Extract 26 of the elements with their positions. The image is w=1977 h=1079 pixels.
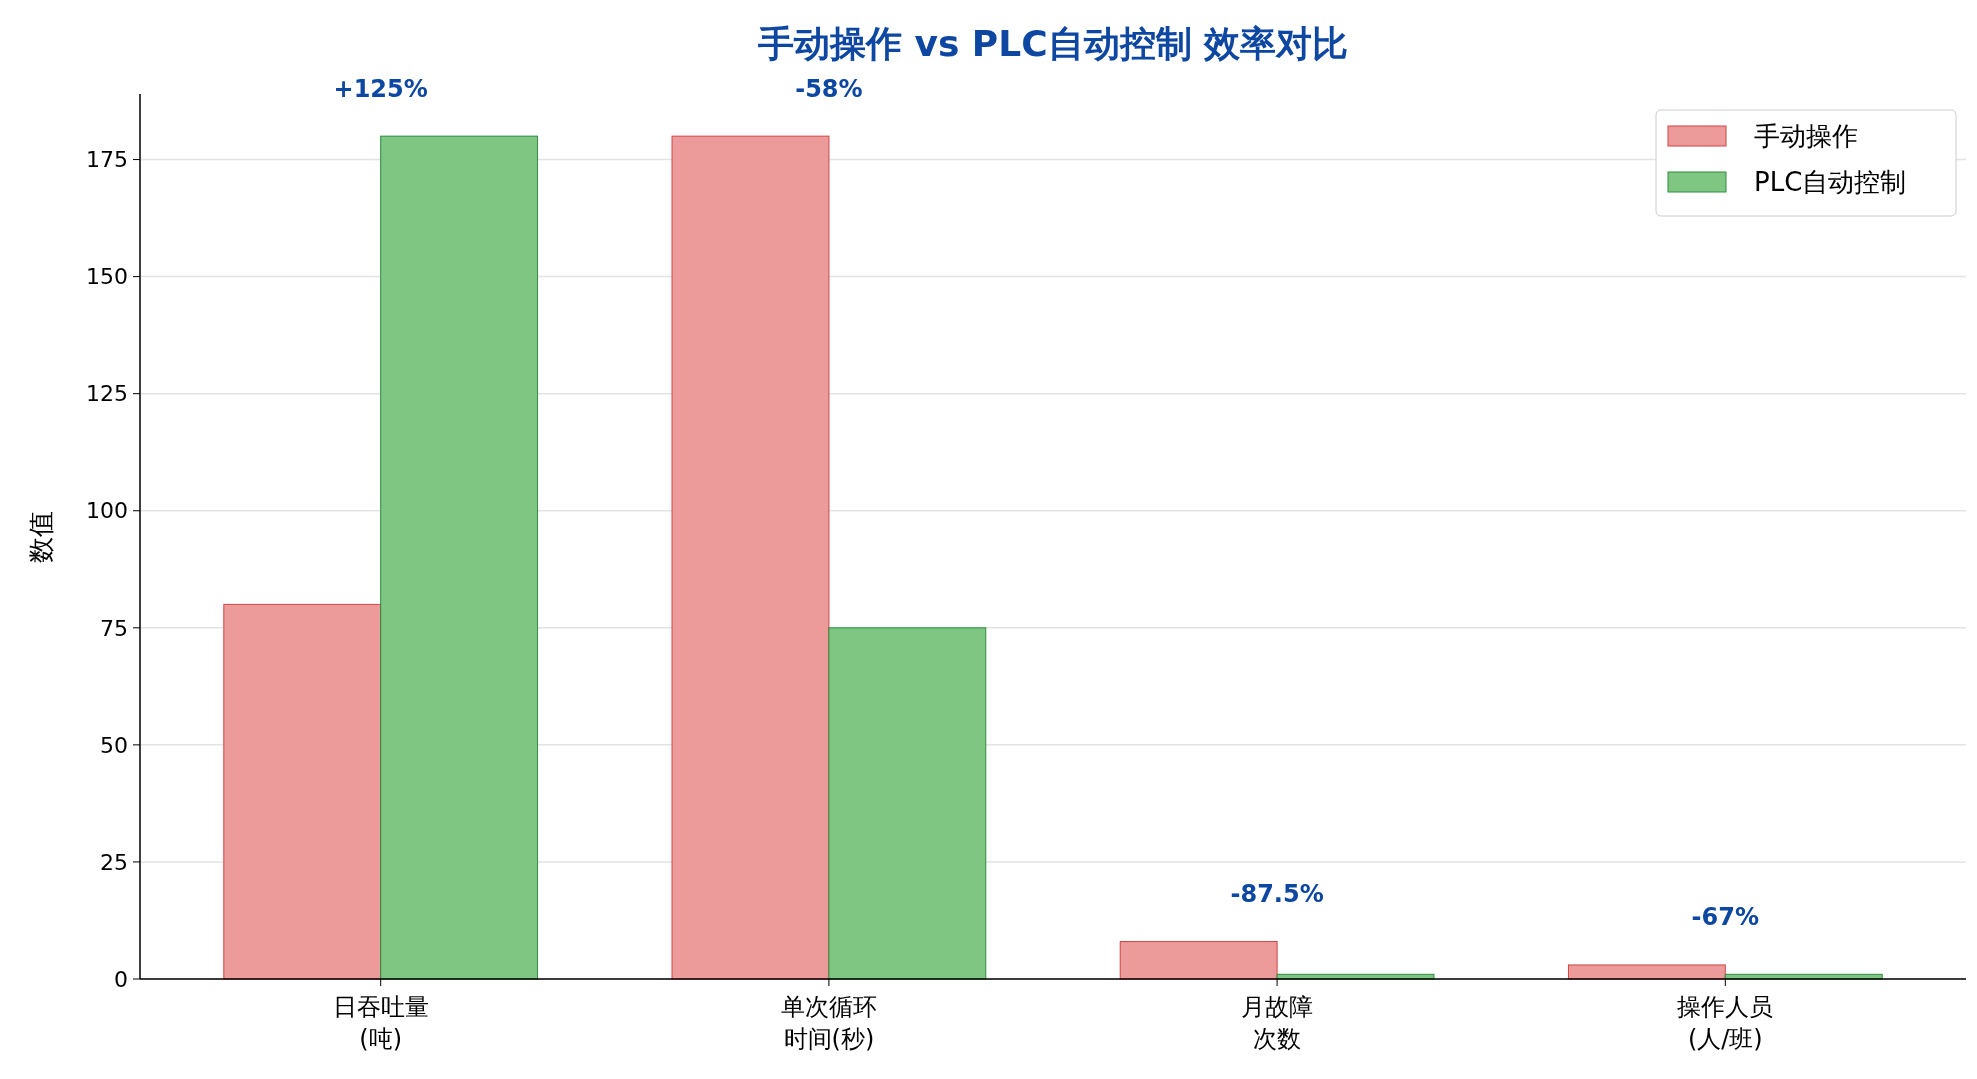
bar — [671, 135, 830, 980]
y-tick-label: 75 — [100, 615, 128, 641]
y-tick-label: 125 — [86, 381, 128, 407]
bar — [380, 135, 539, 980]
y-tick-label: 100 — [86, 498, 128, 524]
y-tick-label: 150 — [86, 264, 128, 290]
x-tick-label: 日吞吐量(吨) — [332, 993, 429, 1053]
annotation: -58% — [795, 74, 863, 103]
y-axis-title: 数值 — [26, 510, 56, 563]
chart-title: 手动操作 vs PLC自动控制 效率对比 — [757, 23, 1349, 64]
y-tick-label: 0 — [114, 966, 128, 992]
y-tick-label: 25 — [100, 849, 128, 875]
legend-label: PLC自动控制 — [1754, 167, 1907, 198]
bar — [1567, 964, 1726, 980]
annotation: -87.5% — [1230, 879, 1324, 908]
bar — [223, 603, 382, 980]
bar — [828, 627, 987, 980]
y-tick-label: 50 — [100, 732, 128, 758]
x-tick-label: 月故障次数 — [1241, 993, 1314, 1053]
annotation: -67% — [1691, 903, 1760, 932]
x-tick-label: 单次循环时间(秒) — [780, 993, 877, 1053]
bar — [1119, 941, 1278, 980]
x-tick-label: 操作人员(人/班) — [1677, 993, 1774, 1053]
annotation: +125% — [333, 74, 428, 103]
legend-label: 手动操作 — [1754, 121, 1858, 152]
y-tick-label: 175 — [86, 147, 128, 173]
